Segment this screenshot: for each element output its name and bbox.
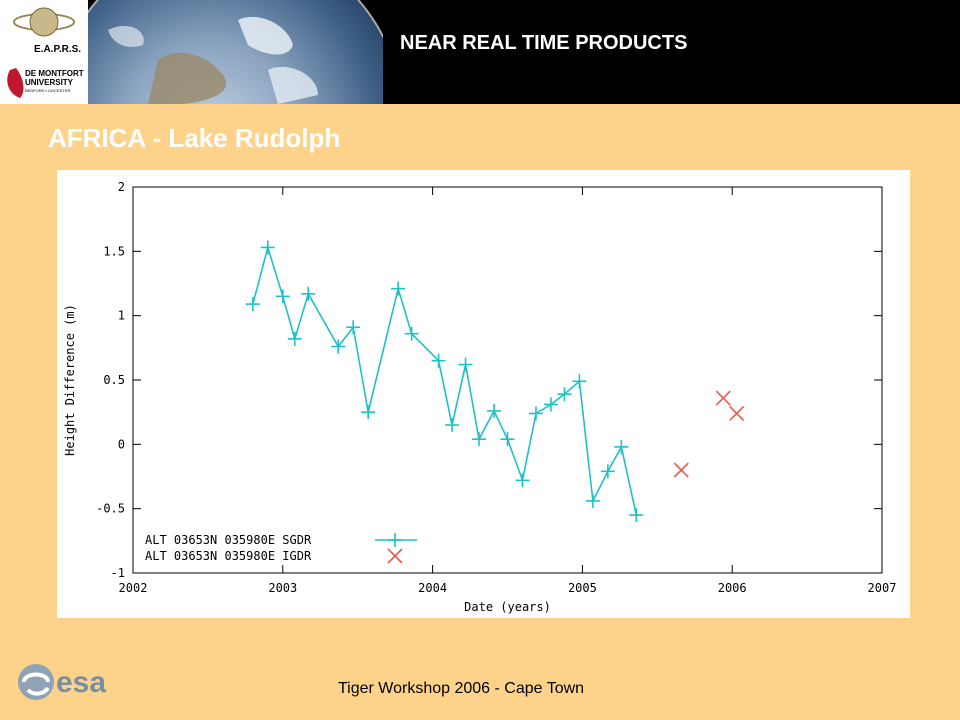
axis-ticks [132, 186, 883, 574]
data-point-sgdr [391, 281, 406, 296]
saturn-planet-icon [29, 7, 59, 37]
footer-text: Tiger Workshop 2006 - Cape Town [338, 680, 585, 697]
y-tick-label: -0.5 [96, 502, 125, 516]
esa-swoosh-icon [22, 672, 50, 696]
data-point-sgdr [543, 397, 558, 412]
university-logo-line-3: BEDFORD • LEICESTER [25, 88, 71, 93]
data-point-sgdr [361, 405, 376, 420]
eaprs-logo: E.A.P.R.S. DE MONTFORT UNIVERSITY BEDFOR… [7, 7, 84, 98]
legend-marker [387, 548, 403, 564]
data-point-sgdr [557, 387, 572, 402]
data-point-sgdr [629, 508, 644, 523]
data-point-sgdr [287, 331, 302, 346]
y-tick-label: 2 [118, 180, 125, 194]
slide-title: AFRICA - Lake Rudolph [48, 123, 341, 153]
data-point-sgdr [500, 432, 515, 447]
esa-logo: esa [18, 664, 106, 700]
x-tick-label: 2003 [268, 581, 297, 595]
legend-label: ALT 03653N 035980E SGDR [145, 533, 312, 547]
data-point-sgdr [458, 357, 473, 372]
data-point-sgdr [346, 320, 361, 335]
data-point-sgdr [245, 297, 260, 312]
y-tick-label: 1 [118, 309, 125, 323]
data-point-sgdr [585, 493, 600, 508]
x-tick-label: 2007 [868, 581, 897, 595]
x-tick-labels: 2002 2003 2004 2005 2006 2007 [119, 581, 897, 595]
data-point-sgdr [487, 403, 502, 418]
y-axis-label: Height Difference (m) [63, 304, 77, 456]
x-tick-label: 2006 [718, 581, 747, 595]
esa-logo-text: esa [56, 666, 106, 699]
eaprs-logo-text: E.A.P.R.S. [34, 44, 81, 55]
y-tick-label: 0.5 [103, 373, 125, 387]
data-point-sgdr [260, 240, 275, 255]
legend-marker [388, 533, 402, 547]
x-tick-label: 2004 [418, 581, 447, 595]
plot-frame [132, 186, 883, 574]
data-point-sgdr [275, 289, 290, 304]
x-axis-label: Date (years) [464, 600, 551, 614]
data-point-igdr [715, 390, 731, 406]
data-point-sgdr [331, 339, 346, 354]
chart-panel: 2002 2003 2004 2005 2006 2007 -1 -0.5 0 0.5 1 1.5 2… [57, 170, 910, 618]
logo-panel: E.A.P.R.S. DE MONTFORT UNIVERSITY BEDFOR… [0, 0, 88, 104]
data-point-sgdr [600, 464, 615, 479]
data-point-sgdr [528, 406, 543, 421]
university-logo-line-1: DE MONTFORT [25, 69, 84, 78]
legend-label: ALT 03653N 035980E IGDR [145, 549, 312, 563]
data-point-igdr [673, 462, 689, 478]
data-point-sgdr [515, 473, 530, 488]
series-layer [245, 240, 745, 523]
data-point-sgdr [431, 353, 446, 368]
legend: ALT 03653N 035980E SGDR ALT 03653N 035980… [145, 533, 417, 564]
y-tick-label: 1.5 [103, 244, 125, 258]
data-point-sgdr [301, 286, 316, 301]
y-tick-label: -1 [111, 566, 125, 580]
earth-image [88, 0, 383, 104]
university-logo-line-2: UNIVERSITY [25, 78, 74, 87]
flame-icon [7, 68, 24, 98]
data-point-sgdr [614, 439, 629, 454]
x-tick-label: 2002 [119, 581, 148, 595]
x-tick-label: 2005 [568, 581, 597, 595]
data-point-sgdr [404, 326, 419, 341]
data-point-sgdr [445, 418, 460, 433]
data-point-sgdr [572, 374, 587, 389]
header-bar: E.A.P.R.S. DE MONTFORT UNIVERSITY BEDFOR… [0, 0, 960, 104]
data-point-igdr [729, 405, 745, 422]
height-difference-chart: 2002 2003 2004 2005 2006 2007 -1 -0.5 0 0.5 1 1.5 2… [63, 180, 897, 614]
data-point-sgdr [472, 432, 487, 447]
header-title: NEAR REAL TIME PRODUCTS [400, 32, 688, 54]
y-tick-label: 0 [118, 437, 125, 451]
y-tick-labels: -1 -0.5 0 0.5 1 1.5 2 [96, 180, 125, 580]
